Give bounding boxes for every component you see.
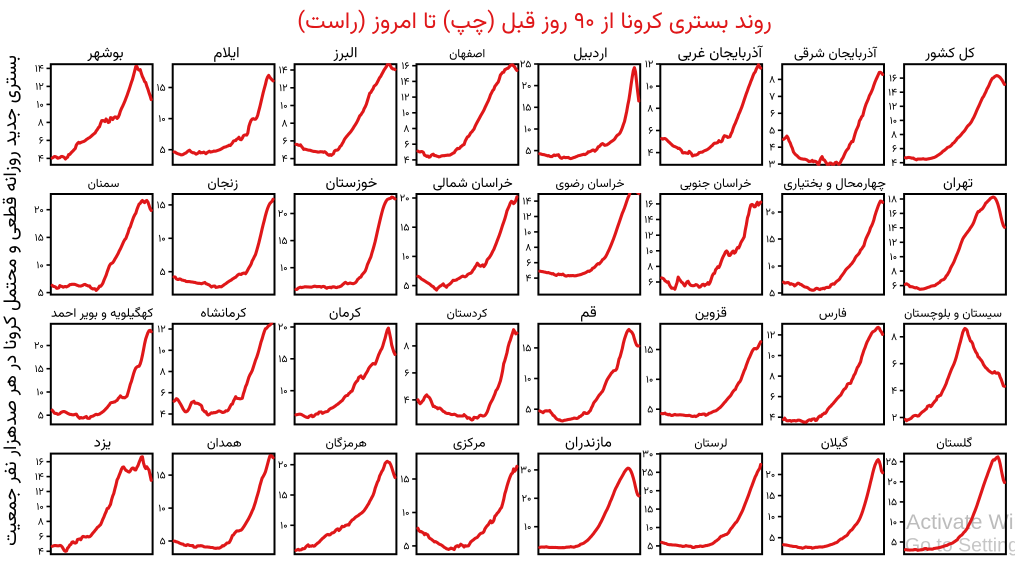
svg-text:Activate Windows: Activate Windows — [906, 510, 1015, 534]
svg-text:Go to Settings to activate Win: Go to Settings to activate Windows. — [905, 535, 1015, 557]
